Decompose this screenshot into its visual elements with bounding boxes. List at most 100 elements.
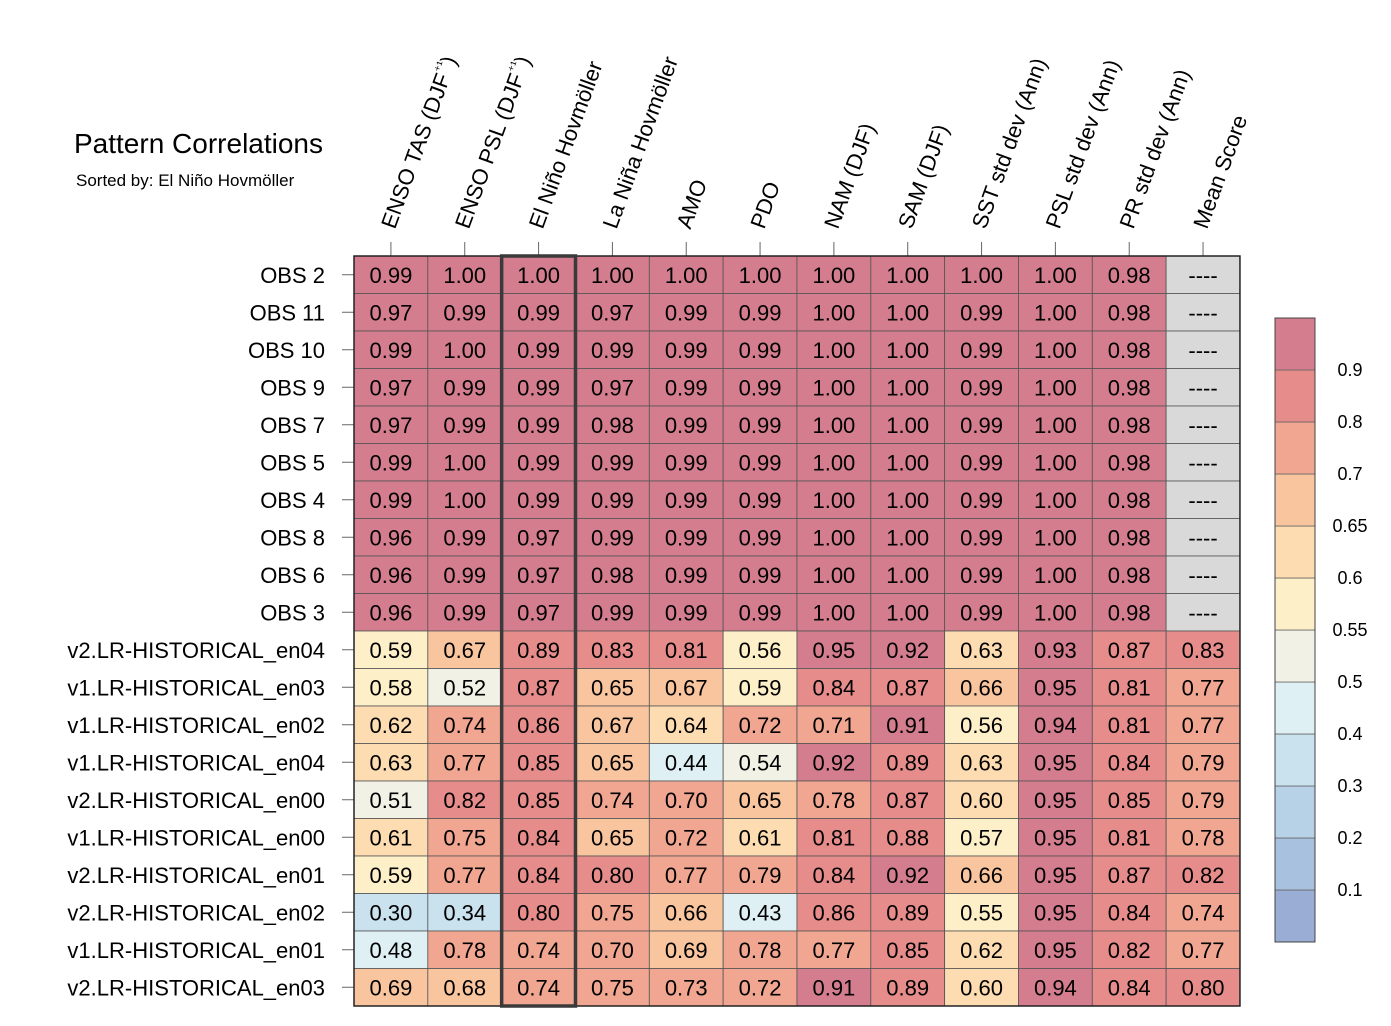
- cell-value-label: 0.99: [665, 563, 708, 588]
- cell-value-label: 0.99: [591, 338, 634, 363]
- column-label: ENSO TAS (DJF⁺¹): [375, 52, 462, 231]
- heatmap-cell: [722, 293, 798, 332]
- cell-value-label: 0.77: [665, 863, 708, 888]
- heatmap-cell: [722, 443, 798, 482]
- cell-value-label: 0.99: [591, 450, 634, 475]
- cell-value-label: 1.00: [812, 525, 855, 550]
- heatmap-cell: [944, 368, 1019, 407]
- cell-value-label: 0.60: [960, 975, 1003, 1000]
- cell-value-label: 0.63: [960, 638, 1003, 663]
- heatmap-cell: [870, 555, 946, 594]
- cell-value-label: 1.00: [886, 263, 929, 288]
- heatmap-cell: [944, 780, 1019, 819]
- cell-value-label: 0.91: [886, 713, 929, 738]
- row-label: v1.LR-HISTORICAL_en02: [67, 713, 325, 738]
- cell-value-label: 0.99: [665, 600, 708, 625]
- heatmap-cell: [870, 443, 946, 482]
- heatmap-cell: [1018, 668, 1093, 707]
- heatmap-cell: [648, 818, 724, 857]
- cell-value-label: 0.72: [739, 713, 782, 738]
- heatmap-border: [353, 255, 1241, 1007]
- heatmap-cell: [575, 893, 650, 932]
- row-label: OBS 3: [260, 600, 325, 625]
- heatmap-cell: [796, 630, 872, 669]
- cell-value-label: 0.99: [665, 375, 708, 400]
- heatmap-cell: [353, 743, 429, 782]
- cell-value-label: 1.00: [1034, 525, 1077, 550]
- row-label: v1.LR-HISTORICAL_en04: [67, 750, 325, 775]
- cell-value-label: 0.57: [960, 825, 1003, 850]
- cell-value-label: 0.71: [812, 713, 855, 738]
- heatmap-cell: [353, 255, 429, 294]
- cell-value-label: 0.98: [1108, 338, 1151, 363]
- cell-value-label: 0.63: [370, 750, 413, 775]
- cell-value-label: 0.87: [886, 675, 929, 700]
- cell-value-label: ----: [1188, 300, 1217, 325]
- cell-value-label: 0.97: [591, 300, 634, 325]
- cell-value-label: 0.99: [960, 338, 1003, 363]
- cell-value-label: 1.00: [1034, 413, 1077, 438]
- cell-value-label: 0.99: [443, 375, 486, 400]
- cell-value-label: 0.52: [443, 675, 486, 700]
- heatmap-cell: [648, 555, 724, 594]
- heatmap-cell: [648, 330, 724, 369]
- heatmap-cell: [870, 368, 946, 407]
- cell-value-label: 0.99: [960, 525, 1003, 550]
- heatmap-cell: [722, 855, 798, 894]
- column-label: PSL std dev (Ann): [1041, 56, 1125, 232]
- column-label: NAM (DJF): [819, 120, 880, 232]
- cell-value-label: 0.67: [591, 713, 634, 738]
- cell-value-label: 1.00: [443, 488, 486, 513]
- heatmap-cell: [353, 368, 429, 407]
- colorbar-tick-label: 0.65: [1332, 516, 1367, 536]
- heatmap-cell: [353, 930, 429, 969]
- cell-value-label: 0.61: [739, 825, 782, 850]
- cell-value-label: 0.97: [517, 525, 560, 550]
- cell-value-label: 0.89: [886, 750, 929, 775]
- cell-value-label: 0.94: [1034, 713, 1077, 738]
- heatmap-cell: [796, 593, 872, 632]
- cell-value-label: 0.92: [812, 750, 855, 775]
- colorbar-segment: [1274, 525, 1316, 579]
- cell-value-label: 0.97: [517, 563, 560, 588]
- heatmap-cell: [796, 518, 872, 557]
- cell-value-label: 0.79: [739, 863, 782, 888]
- heatmap-cell: [501, 480, 576, 519]
- cell-value-label: 0.63: [960, 750, 1003, 775]
- cell-value-label: 0.84: [812, 675, 855, 700]
- cell-value-label: 0.87: [1108, 638, 1151, 663]
- cell-value-label: 0.75: [443, 825, 486, 850]
- heatmap-cell: [648, 443, 724, 482]
- heatmap-cell: [1091, 368, 1167, 407]
- cell-value-label: 0.79: [1182, 750, 1225, 775]
- heatmap-cell: [796, 893, 872, 932]
- heatmap-cell: [796, 405, 872, 444]
- heatmap-cell: [796, 330, 872, 369]
- cell-value-label: 0.96: [370, 525, 413, 550]
- cell-value-label: 0.99: [665, 525, 708, 550]
- column-label: PDO: [745, 178, 785, 231]
- cell-value-label: 1.00: [886, 413, 929, 438]
- colorbar-tick-label: 0.6: [1337, 568, 1362, 588]
- cell-value-label: 0.84: [517, 825, 560, 850]
- cell-value-label: 0.59: [370, 638, 413, 663]
- heatmap-cell: [944, 705, 1019, 744]
- cell-value-label: 0.99: [739, 525, 782, 550]
- cell-value-label: 0.99: [517, 450, 560, 475]
- cell-value-label: 1.00: [443, 263, 486, 288]
- heatmap-cell: [944, 668, 1019, 707]
- colorbar-segment: [1274, 421, 1316, 475]
- cell-value-label: 0.77: [812, 938, 855, 963]
- cell-value-label: 0.81: [1108, 675, 1151, 700]
- cell-value-label: 0.97: [370, 300, 413, 325]
- cell-value-label: 0.99: [517, 338, 560, 363]
- cell-value-label: 0.85: [1108, 788, 1151, 813]
- heatmap-cell: [1165, 518, 1241, 557]
- heatmap-cell: [575, 855, 650, 894]
- cell-value-label: 0.81: [1108, 713, 1151, 738]
- heatmap-cell: [944, 968, 1019, 1007]
- heatmap-cell: [796, 255, 872, 294]
- heatmap-cell: [648, 293, 724, 332]
- cell-value-label: 0.81: [1108, 825, 1151, 850]
- column-label: ENSO PSL (DJF⁺¹): [449, 52, 536, 231]
